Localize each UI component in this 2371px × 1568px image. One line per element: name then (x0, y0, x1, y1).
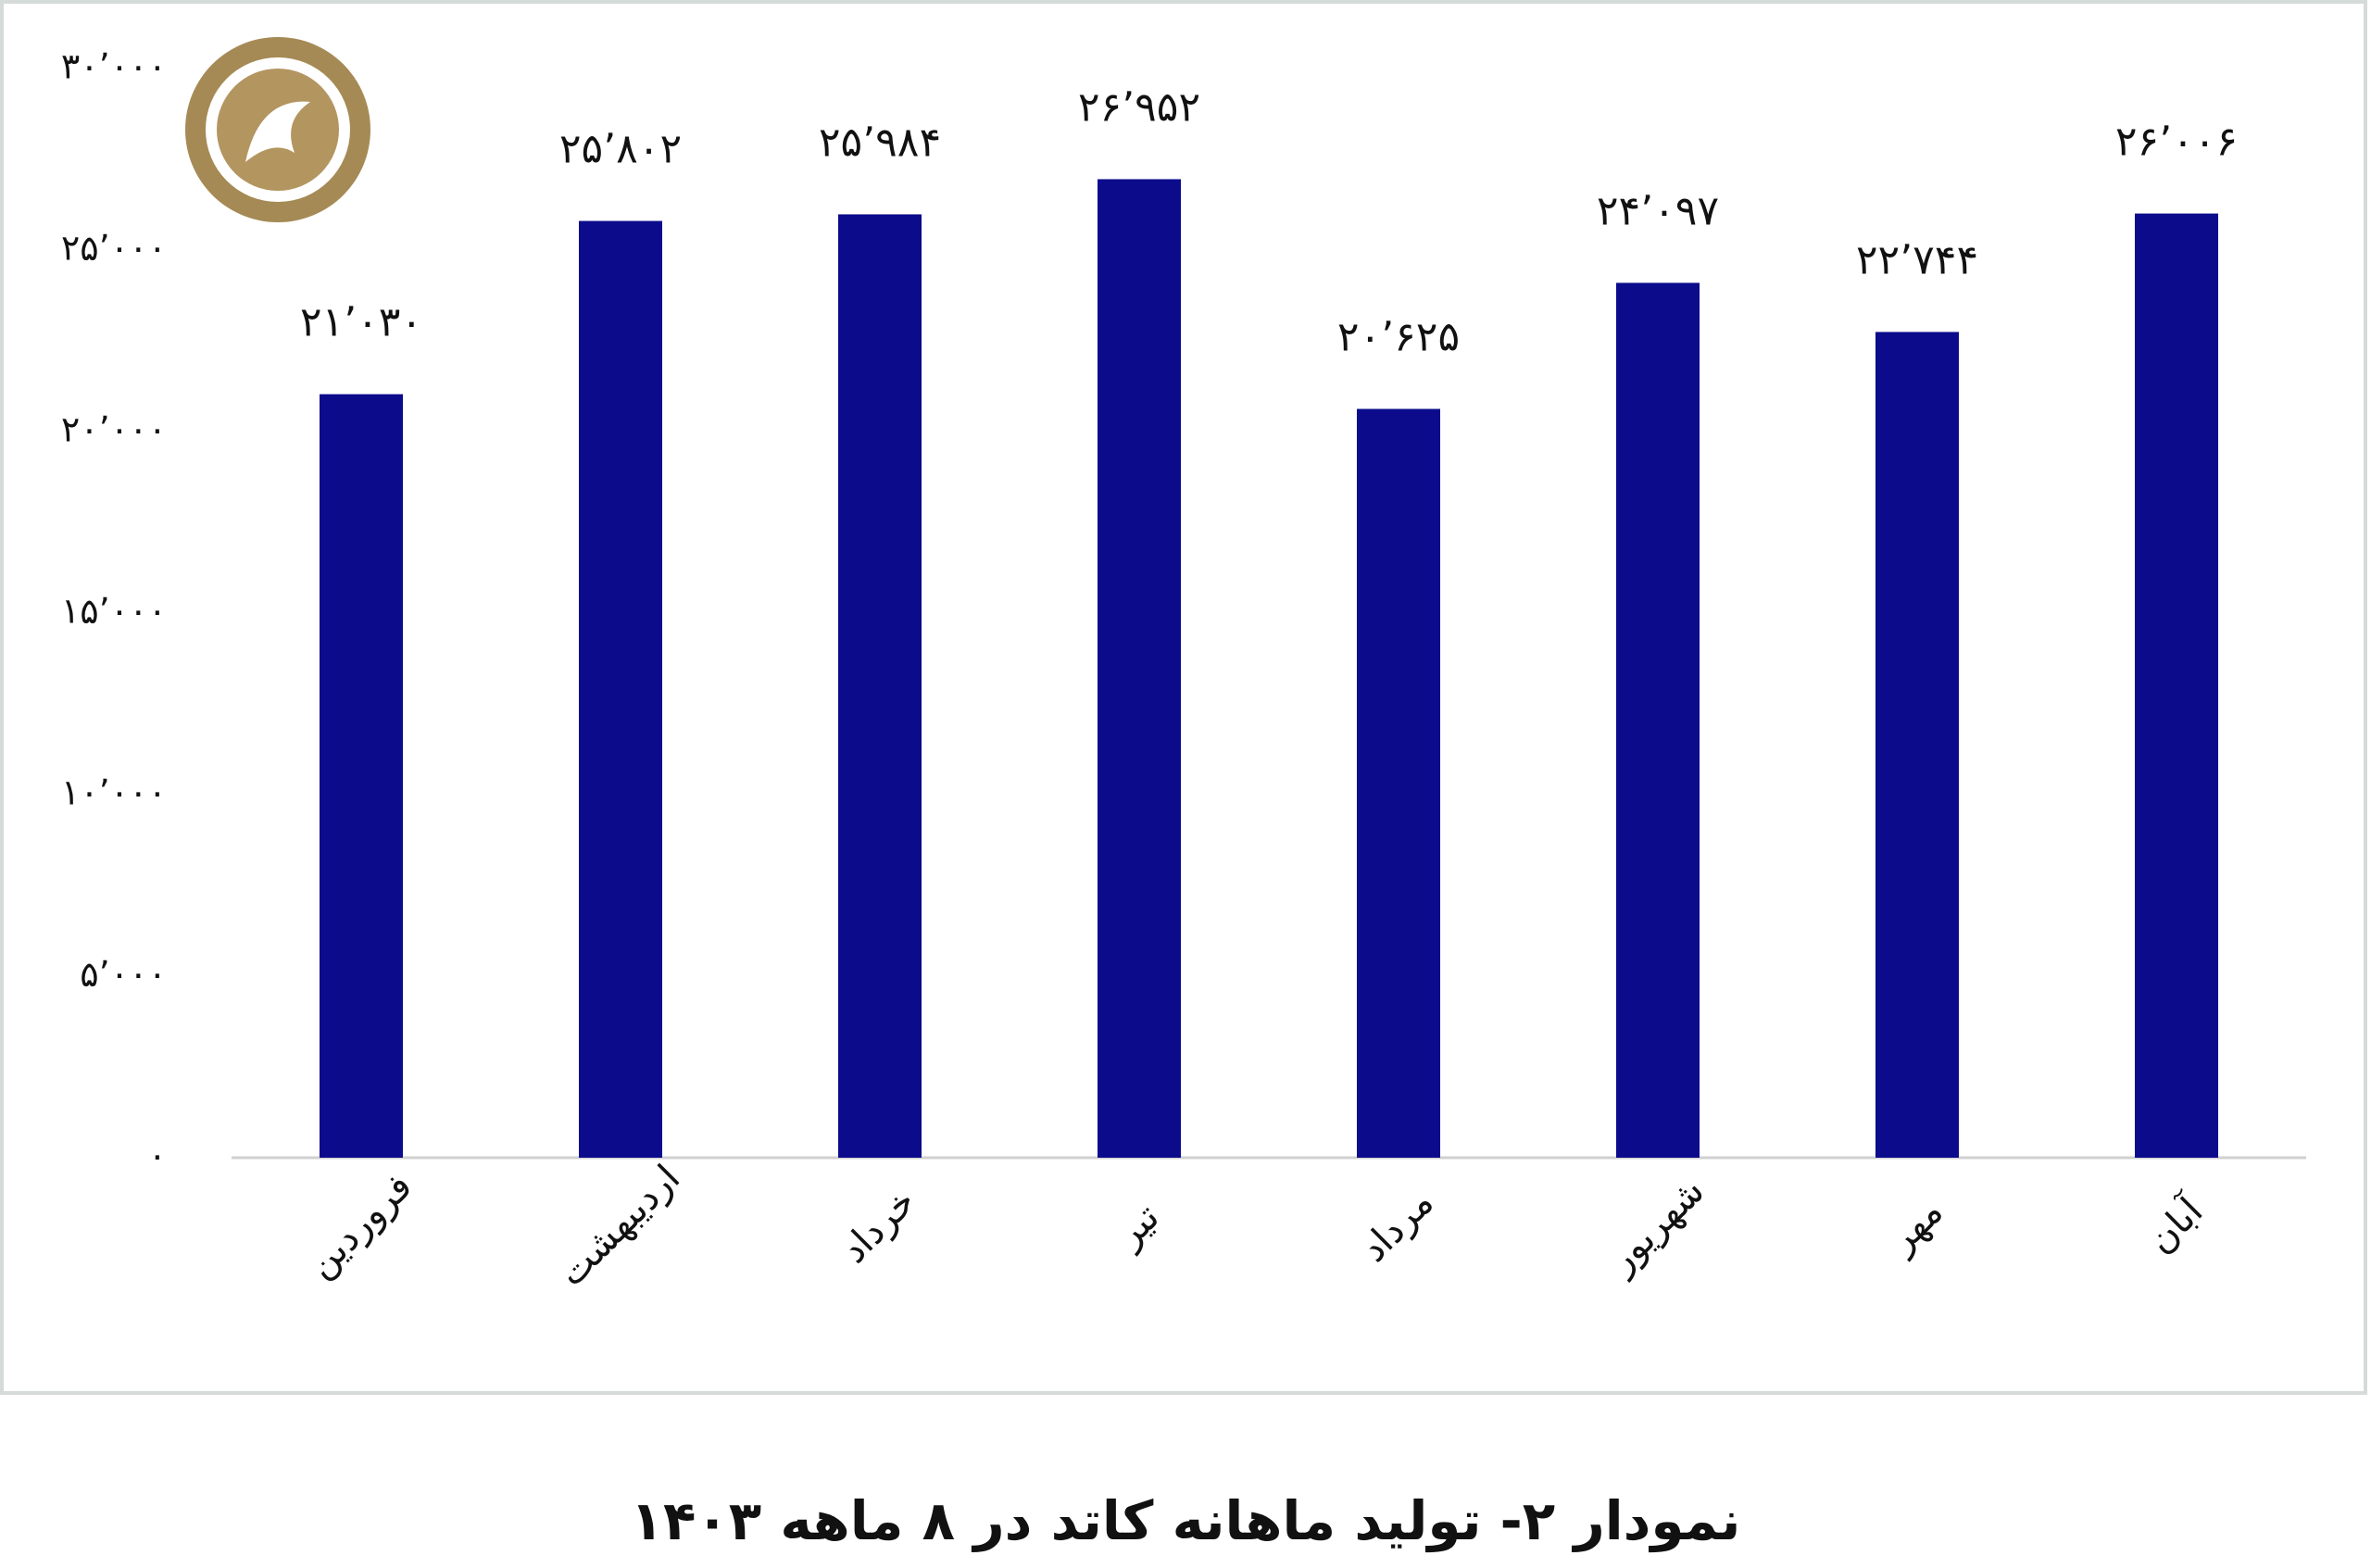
y-tick-label: ۰ (148, 1135, 167, 1176)
value-label: ۲۴٬۰۹۷ (1597, 187, 1719, 234)
y-tick-label: ۲۵٬۰۰۰ (61, 228, 167, 269)
y-tick-label: ۳۰٬۰۰۰ (61, 46, 167, 87)
value-label: ۲۶٬۰۰۶ (2115, 119, 2238, 166)
y-tick-label: ۱۰٬۰۰۰ (61, 772, 167, 813)
value-label: ۲۵٬۹۸۴ (819, 119, 941, 166)
value-label: ۲۰٬۶۲۵ (1337, 314, 1460, 361)
value-label: ۲۵٬۸۰۲ (559, 126, 682, 173)
bar (1098, 179, 1181, 1159)
value-label: ۲۲٬۷۴۴ (1856, 236, 1978, 283)
bar (320, 394, 403, 1158)
chart-title: نمودار ۲- تولید ماهانه کاتد در ۸ ماهه ۱۴… (631, 1489, 1741, 1553)
y-tick-label: ۵٬۰۰۰ (80, 954, 167, 995)
y-tick-label: ۱۵٬۰۰۰ (61, 591, 167, 632)
bar (1616, 282, 1700, 1159)
value-label: ۲۱٬۰۳۰ (300, 299, 422, 346)
bar (1875, 332, 1959, 1159)
bar (838, 214, 922, 1159)
logo (185, 37, 370, 222)
value-label: ۲۶٬۹۵۲ (1078, 83, 1200, 131)
bar (2135, 213, 2218, 1158)
logo-emblem (245, 101, 310, 162)
y-tick-label: ۲۰٬۰۰۰ (61, 409, 167, 450)
bar (1357, 408, 1440, 1158)
bar (579, 220, 662, 1159)
